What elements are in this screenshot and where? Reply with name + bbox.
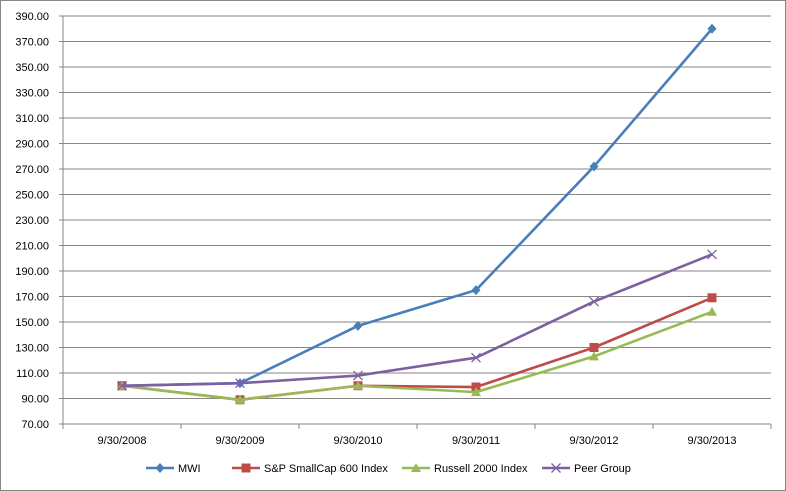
legend-item: MWI [146, 463, 201, 475]
data-point [589, 296, 599, 307]
x-tick-label: 9/30/2013 [688, 435, 737, 447]
y-tick-label: 70.00 [21, 419, 49, 431]
legend-item: Russell 2000 Index [402, 463, 528, 475]
y-tick-label: 310.00 [15, 113, 49, 125]
data-point [707, 293, 717, 303]
series-russell-2000-index [117, 306, 717, 404]
data-point [353, 320, 363, 331]
series-line [121, 253, 713, 388]
x-marker-stroke [589, 296, 599, 307]
y-tick-label: 90.00 [21, 394, 49, 406]
x-marker-stroke [117, 380, 127, 391]
legend-label: MWI [178, 463, 201, 475]
x-axis: 9/30/2008 9/30/2009 9/30/2010 9/30/2011 9/30… [62, 424, 772, 447]
data-point [471, 285, 481, 296]
data-point [471, 382, 481, 392]
y-tick-label: 290.00 [15, 139, 49, 151]
y-tick-label: 230.00 [15, 215, 49, 227]
data-point [117, 380, 127, 391]
y-tick-label: 350.00 [15, 62, 49, 74]
y-tick-label: 110.00 [16, 368, 49, 380]
data-point [471, 387, 481, 397]
legend-label: S&P SmallCap 600 Index [264, 463, 388, 475]
legend-marker [411, 463, 421, 472]
y-tick-label: 190.00 [15, 266, 49, 278]
y-tick-label: 370.00 [15, 37, 49, 49]
data-point [471, 352, 481, 363]
y-tick-label: 250.00 [15, 190, 49, 202]
x-marker-stroke [353, 370, 363, 381]
series-peer-group [117, 249, 717, 391]
x-tick-label: 9/30/2008 [98, 435, 147, 447]
x-tick-label: 9/30/2011 [452, 435, 500, 447]
data-point [235, 394, 245, 404]
data-point [589, 343, 599, 352]
data-point [707, 249, 717, 260]
legend-marker [551, 463, 561, 473]
y-tick-label: 150.00 [15, 317, 49, 329]
x-tick-label: 9/30/2012 [570, 435, 619, 447]
y-tick-label: 170.00 [15, 292, 49, 304]
y-tick-label: 330.00 [15, 88, 49, 100]
data-point [589, 351, 599, 361]
series-lines [117, 23, 717, 405]
series-s-p-smallcap-600-index [117, 293, 717, 405]
gridlines [63, 15, 771, 425]
legend-item: S&P SmallCap 600 Index [232, 463, 388, 475]
data-point [707, 306, 717, 316]
y-tick-label: 130.00 [15, 343, 49, 355]
legend-marker [155, 463, 165, 473]
legend: MWI S&P SmallCap 600 Index Russell 2000 In… [146, 463, 631, 475]
series-mwi [117, 23, 717, 391]
series-line [121, 27, 713, 388]
data-point [235, 378, 245, 389]
legend-label: Peer Group [574, 463, 631, 475]
y-tick-label: 210.00 [15, 241, 49, 253]
x-marker-stroke [235, 378, 245, 389]
y-axis: 70.00 90.00 110.00 130.00 150.00 170.00 190.00… [15, 11, 63, 431]
data-point [589, 161, 599, 172]
legend-item: Peer Group [542, 463, 631, 475]
x-tick-label: 9/30/2010 [334, 435, 383, 447]
series-line [121, 310, 713, 402]
x-marker-stroke [471, 352, 481, 363]
data-point [707, 23, 717, 34]
y-tick-label: 390.00 [15, 11, 49, 23]
y-tick-label: 270.00 [15, 164, 49, 176]
x-marker-stroke [551, 463, 561, 473]
data-point [353, 370, 363, 381]
legend-marker [241, 463, 251, 473]
x-marker-stroke [707, 249, 717, 260]
x-tick-label: 9/30/2009 [216, 435, 265, 447]
legend-label: Russell 2000 Index [434, 463, 528, 475]
data-point [353, 380, 363, 390]
